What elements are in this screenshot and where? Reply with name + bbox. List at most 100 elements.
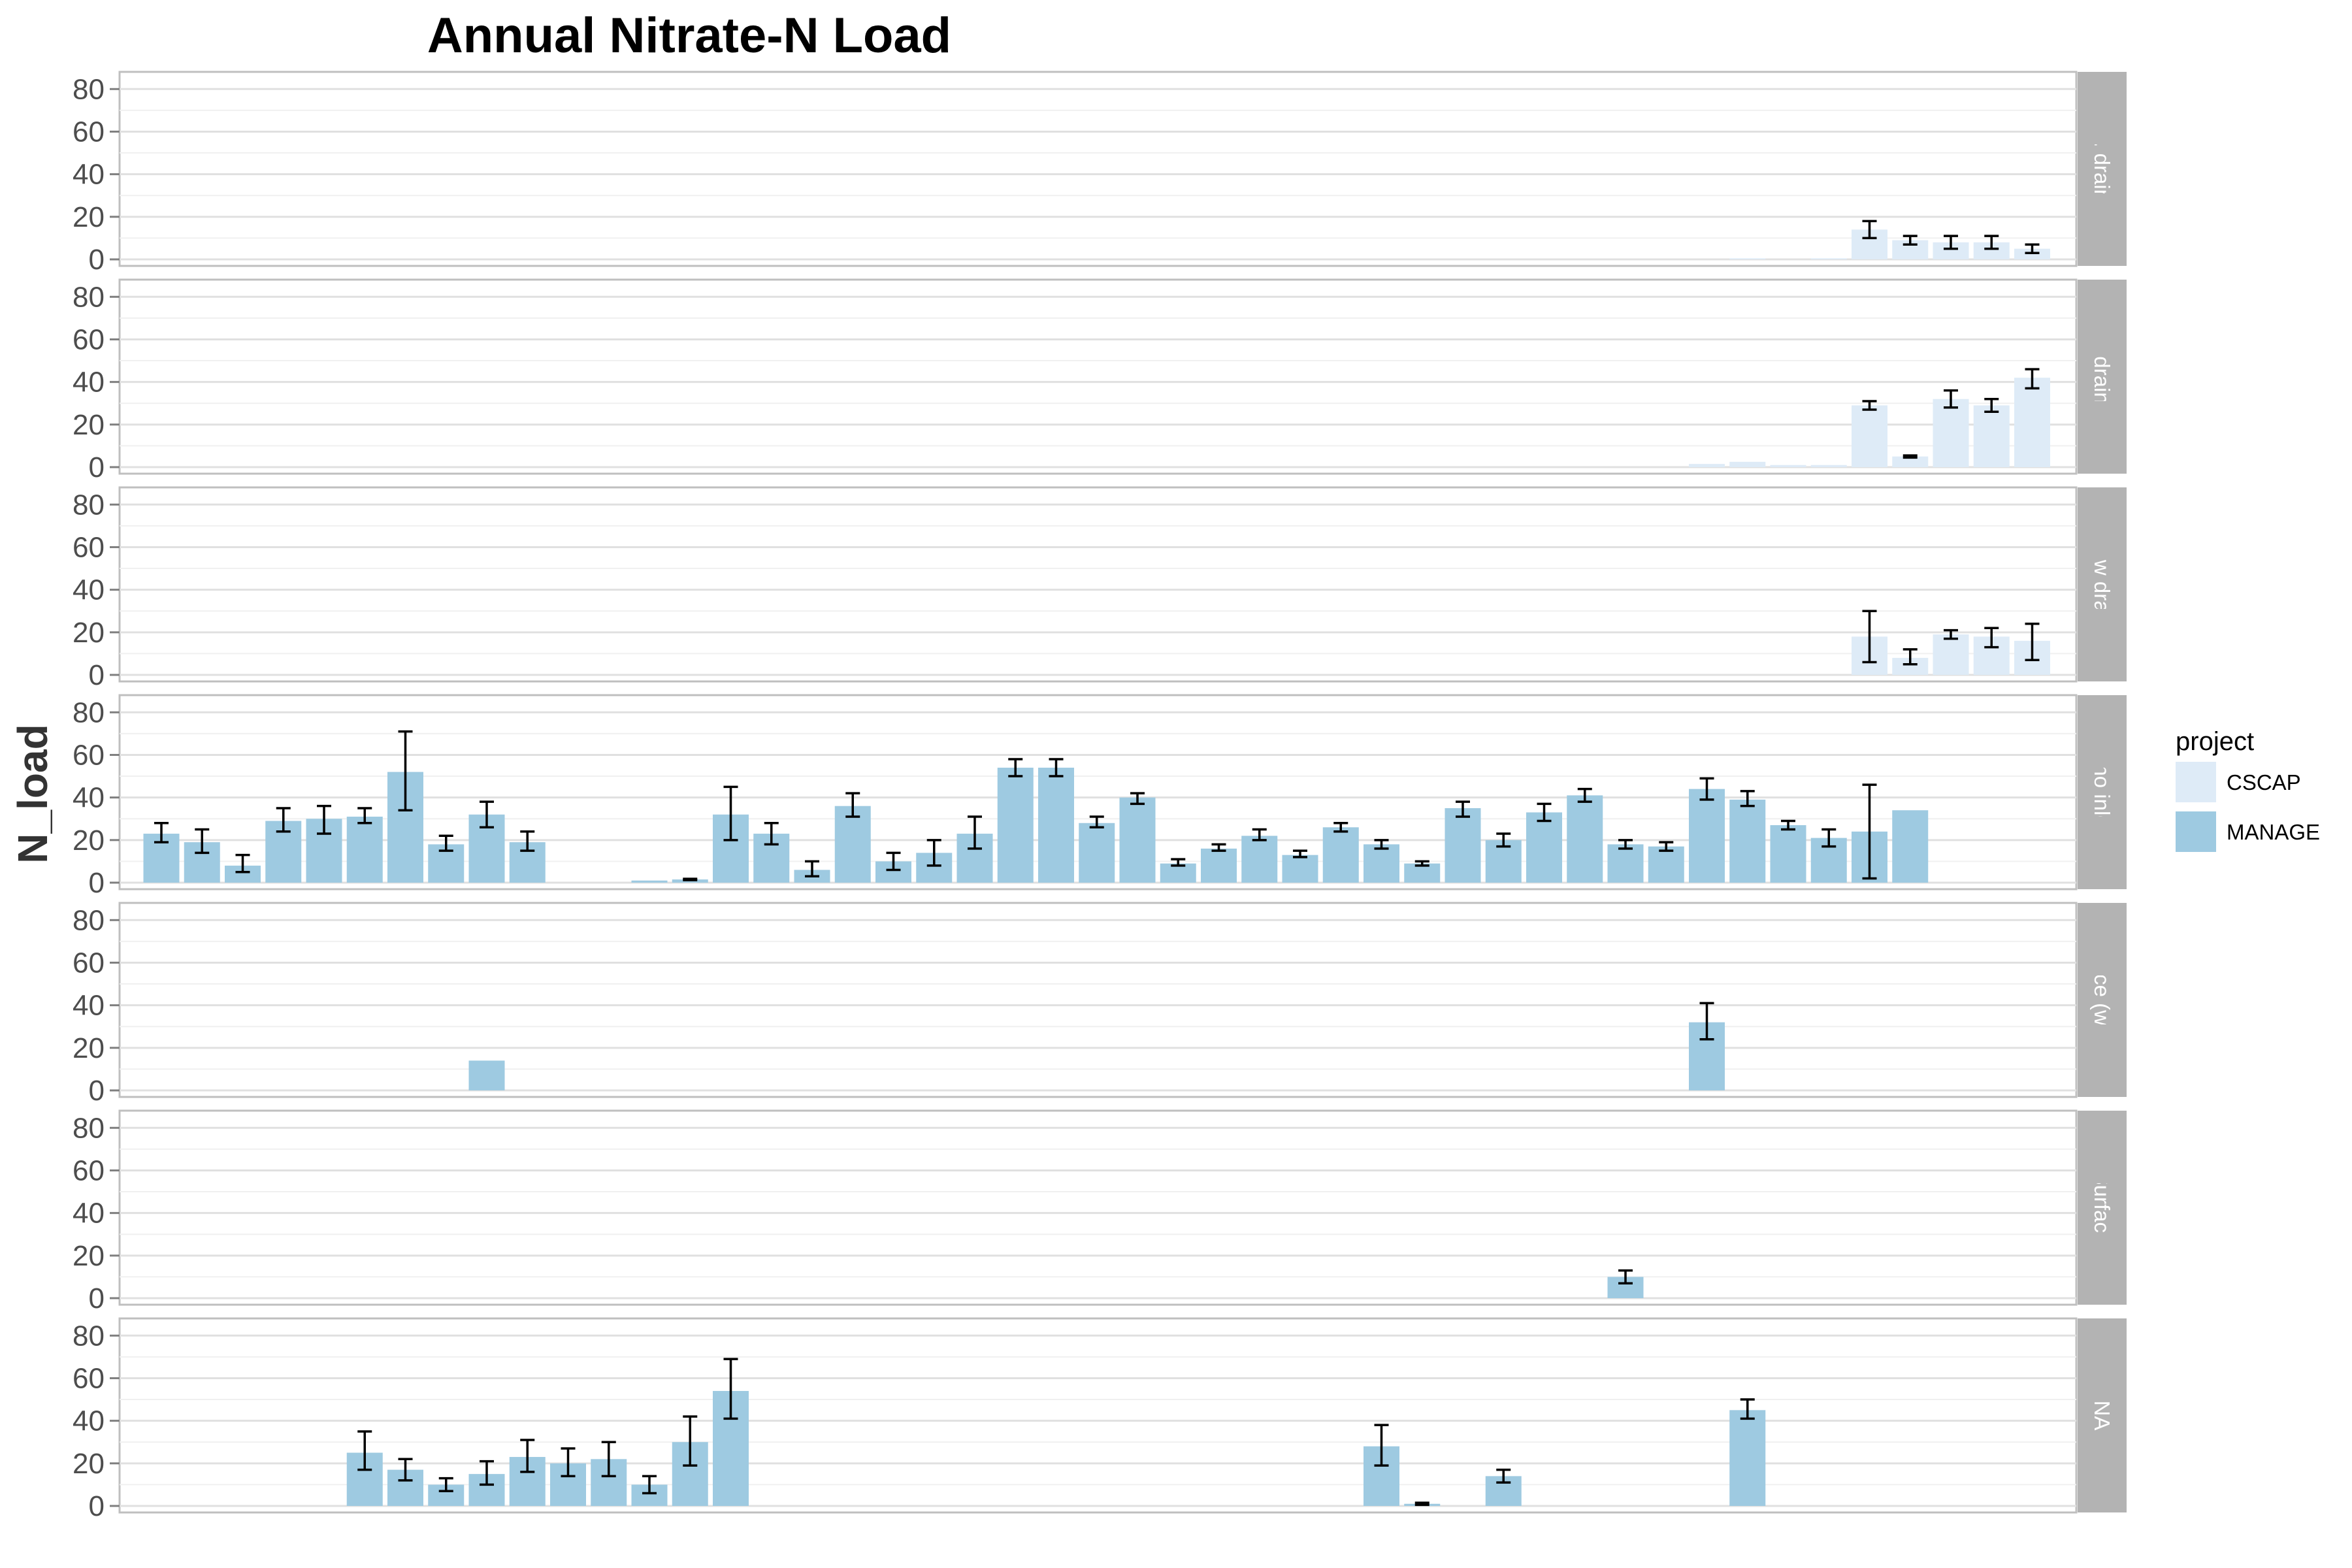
- facet-panel: 0 20 40 60 80 free drainage: [73, 278, 2127, 483]
- bar: [1852, 405, 1887, 467]
- panel-background: [118, 1109, 2078, 1306]
- facet-panel: 0 20 40 60 80 Subsurface (no inlets specified…: [73, 642, 2127, 942]
- y-tick-label: 40: [73, 990, 105, 1022]
- y-tick-label: 80: [73, 1112, 105, 1144]
- bar: [1933, 399, 1969, 467]
- y-tick-label: 20: [73, 1032, 105, 1064]
- y-tick-label: 20: [73, 201, 105, 233]
- y-tick-label: 20: [73, 1240, 105, 1272]
- legend-title: project: [2176, 727, 2254, 756]
- y-tick-label: 80: [73, 489, 105, 521]
- panel-background: [118, 278, 2078, 475]
- facet-panel: 0 20 40 60 80 NA: [73, 1317, 2127, 1522]
- y-tick-label: 60: [73, 116, 105, 148]
- bar: [1729, 258, 1766, 259]
- y-tick-label: 20: [73, 617, 105, 649]
- facet-strip-label: Subsurface (no inlets specified): [2090, 642, 2114, 942]
- y-tick-label: 0: [89, 867, 105, 899]
- facet-strip: [2078, 72, 2127, 266]
- facet-strip-label: Subsurface (with inlets): [2090, 888, 2114, 1112]
- bar: [1241, 836, 1278, 883]
- y-tick-label: 80: [73, 281, 105, 313]
- y-tick-label: 80: [73, 73, 105, 105]
- facet-strip: [2078, 280, 2127, 474]
- panel-background: [118, 71, 2078, 267]
- facet-strip: [2078, 1318, 2127, 1512]
- bar: [1729, 799, 1766, 883]
- facet-panel: 0 20 40 60 80 cont. drainage: [73, 71, 2127, 276]
- bar: [1810, 258, 1847, 259]
- facet-strip-label: cont. drainage: [2090, 101, 2114, 237]
- bar: [1648, 846, 1684, 883]
- panel-background: [118, 902, 2078, 1098]
- legend-label-manage: MANAGE: [2227, 820, 2320, 844]
- facet-panel: 0 20 40 60 80 shallow drainage: [73, 486, 2127, 691]
- y-tick-label: 40: [73, 1198, 105, 1230]
- y-tick-label: 20: [73, 825, 105, 857]
- y-tick-label: 40: [73, 574, 105, 606]
- bar: [997, 768, 1034, 883]
- y-tick-label: 60: [73, 323, 105, 355]
- y-tick-label: 0: [89, 659, 105, 691]
- facet-strip-label: Surface: [2090, 1171, 2114, 1245]
- bar: [1364, 844, 1399, 883]
- y-tick-label: 0: [89, 451, 105, 483]
- bar: [834, 806, 871, 883]
- y-axis-label: N_load: [9, 724, 56, 863]
- bar: [1282, 855, 1318, 883]
- bar: [1526, 812, 1562, 883]
- bar: [2014, 378, 2050, 467]
- y-tick-label: 0: [89, 1282, 105, 1315]
- facet-strip-label: NA: [2090, 1401, 2114, 1431]
- y-tick-label: 60: [73, 1154, 105, 1186]
- y-tick-label: 80: [73, 904, 105, 936]
- bar: [468, 1060, 505, 1090]
- bar: [1689, 464, 1725, 467]
- bar: [1038, 768, 1074, 883]
- legend-label-cscap: CSCAP: [2227, 770, 2301, 794]
- bar: [1119, 797, 1156, 883]
- bar: [1729, 461, 1766, 467]
- facet-strip: [2078, 903, 2127, 1097]
- bar: [1607, 844, 1644, 883]
- bar: [1933, 634, 1969, 675]
- y-tick-label: 40: [73, 782, 105, 814]
- bar: [1322, 827, 1359, 883]
- y-tick-label: 80: [73, 1320, 105, 1352]
- facet-panel: 0 20 40 60 80 Surface: [73, 1109, 2127, 1315]
- y-tick-label: 40: [73, 367, 105, 399]
- bar: [631, 880, 668, 883]
- facet-strip-label: shallow drainage: [2090, 504, 2114, 666]
- bar: [1079, 823, 1115, 883]
- bar: [1892, 810, 1929, 883]
- legend-key-cscap: [2176, 762, 2216, 802]
- bar: [1810, 465, 1847, 467]
- y-tick-label: 60: [73, 1362, 105, 1394]
- bar: [1567, 795, 1603, 883]
- y-tick-label: 40: [73, 1405, 105, 1437]
- y-tick-label: 40: [73, 159, 105, 191]
- bar: [1689, 789, 1725, 883]
- facet-strip: [2078, 1111, 2127, 1305]
- y-tick-label: 60: [73, 739, 105, 771]
- bar: [1770, 825, 1806, 883]
- chart-title: Annual Nitrate-N Load: [427, 8, 951, 63]
- panel-background: [118, 486, 2078, 683]
- facet-panel: 0 20 40 60 80 Subsurface (with inlets): [73, 888, 2127, 1112]
- y-tick-label: 60: [73, 531, 105, 563]
- bar: [346, 816, 383, 883]
- y-tick-label: 20: [73, 1448, 105, 1480]
- facet-strip-label: free drainage: [2090, 313, 2114, 440]
- y-tick-label: 0: [89, 1075, 105, 1107]
- y-tick-label: 60: [73, 947, 105, 979]
- bar: [1892, 456, 1929, 467]
- bar: [1445, 808, 1481, 883]
- y-tick-label: 20: [73, 409, 105, 441]
- y-tick-label: 80: [73, 696, 105, 728]
- facet-strip: [2078, 487, 2127, 681]
- y-tick-label: 0: [89, 244, 105, 276]
- y-tick-label: 0: [89, 1490, 105, 1522]
- bar: [1201, 848, 1237, 883]
- legend-key-manage: [2176, 811, 2216, 852]
